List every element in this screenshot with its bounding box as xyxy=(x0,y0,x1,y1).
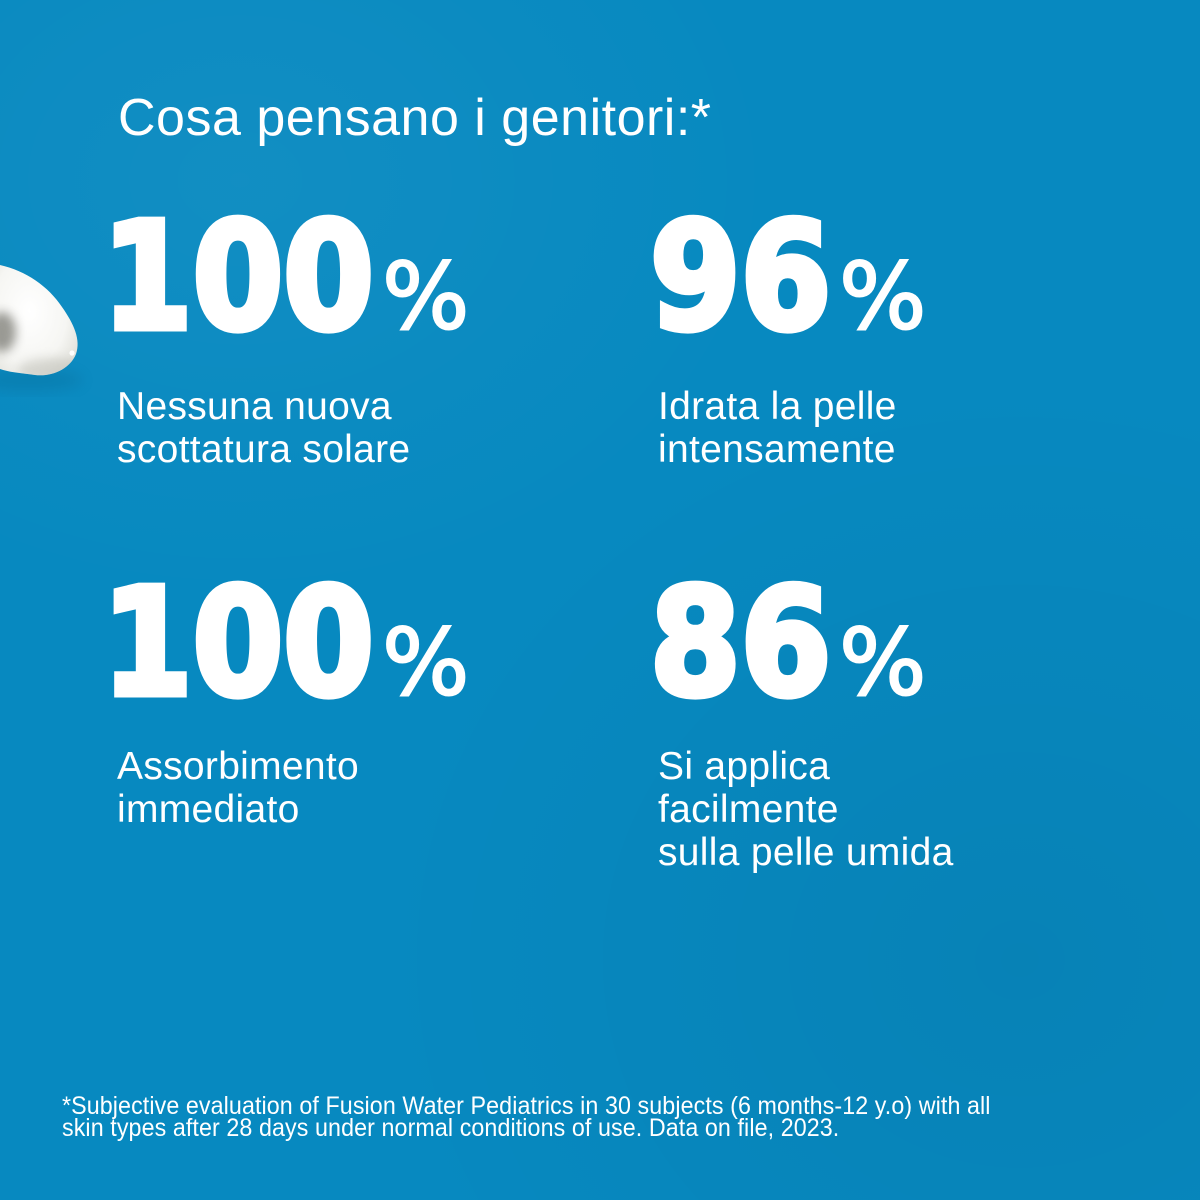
stat-value-no-new-sunburn: 100% xyxy=(99,191,470,398)
stat-value-hydrates-skin: 96% xyxy=(647,191,927,398)
footnote-line: *Subjective evaluation of Fusion Water P… xyxy=(62,1092,991,1120)
stat-number-text: 100 xyxy=(99,557,377,729)
footnote-line: skin types after 28 days under normal co… xyxy=(62,1113,840,1142)
stat-label-no-new-sunburn: Nessuna nuova scottatura solare xyxy=(117,385,410,471)
stat-label-line: scottatura solare xyxy=(117,428,411,471)
stat-label-line: immediato xyxy=(117,788,300,831)
stat-number-text: 96 xyxy=(647,191,834,363)
stat-number-text: 86 xyxy=(647,557,834,729)
percent-sign: % xyxy=(381,608,470,717)
percent-sign: % xyxy=(838,242,927,351)
stat-label-line: sulla pelle umida xyxy=(658,831,954,874)
stat-label-line: Nessuna nuova xyxy=(117,385,392,428)
stat-label-line: intensamente xyxy=(658,428,896,471)
stat-label-line: facilmente xyxy=(658,788,839,831)
stat-label-line: Idrata la pelle xyxy=(658,385,897,428)
stat-value-immediate-absorption: 100% xyxy=(99,557,470,764)
percent-sign: % xyxy=(381,242,470,351)
stat-label-applies-easily: Si applica facilmente sulla pelle umida xyxy=(658,745,954,874)
stat-value-applies-easily: 86% xyxy=(647,557,927,764)
stat-label-hydrates-skin: Idrata la pelle intensamente xyxy=(658,385,897,471)
footnote: *Subjective evaluation of Fusion Water P… xyxy=(62,1092,991,1142)
percent-sign: % xyxy=(838,608,927,717)
stat-number-text: 100 xyxy=(99,191,377,363)
stat-label-immediate-absorption: Assorbimento immediato xyxy=(117,745,359,831)
stat-label-line: Si applica xyxy=(658,745,831,788)
stat-label-line: Assorbimento xyxy=(117,745,360,788)
cream-dollop-image xyxy=(0,265,83,391)
page-title: Cosa pensano i genitori:* xyxy=(118,88,712,147)
